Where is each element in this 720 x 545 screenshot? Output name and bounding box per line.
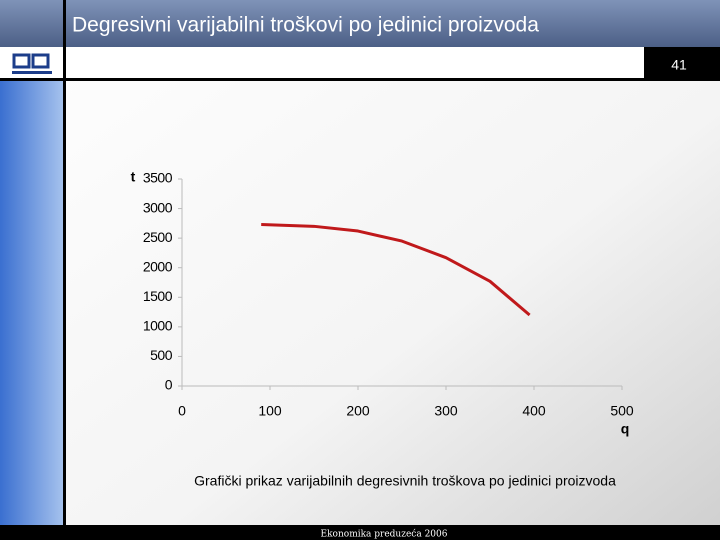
line-series [261,223,531,317]
logo-p [31,53,50,69]
x-tick-label: 0 [178,403,186,419]
y-tick-label: 3000 [143,199,173,215]
y-tick-label: 2500 [143,229,173,245]
y-axis-label: t [131,169,136,185]
slide-number: 41 [671,57,687,73]
x-tick-label: 400 [522,403,546,419]
sidebar-rule [63,0,66,540]
sidebar [0,81,65,525]
chart: 0 500 1000 1500 2000 2500 3000 3500 0 100 200 300 40… [131,169,634,437]
number-box [644,47,720,80]
logo-e [12,53,31,69]
y-tick-label: 2000 [143,258,173,274]
y-tick-label: 1000 [143,318,173,334]
slide-title: Degresivni varijabilni troškovi po jedin… [72,14,539,37]
header-strip [0,47,720,81]
header-rule [0,78,720,81]
x-tick-label: 100 [258,403,282,419]
x-axis-label: q [621,421,630,437]
caption: Grafički prikaz varijabilnih degresivnih… [194,473,616,489]
title-bar [0,0,720,47]
y-tick-label: 500 [150,347,173,363]
x-tick-label: 300 [434,403,458,419]
y-tick-label: 0 [165,377,173,393]
x-tick-label: 500 [610,403,634,419]
footer-bar [0,525,720,540]
y-tick-label: 1500 [143,288,173,304]
logo-strip [12,71,52,74]
footer: Ekonomika preduzeća 2006 [321,529,448,540]
x-tick-label: 200 [346,403,370,419]
y-tick-label: 3500 [143,170,173,186]
logo [12,53,52,74]
